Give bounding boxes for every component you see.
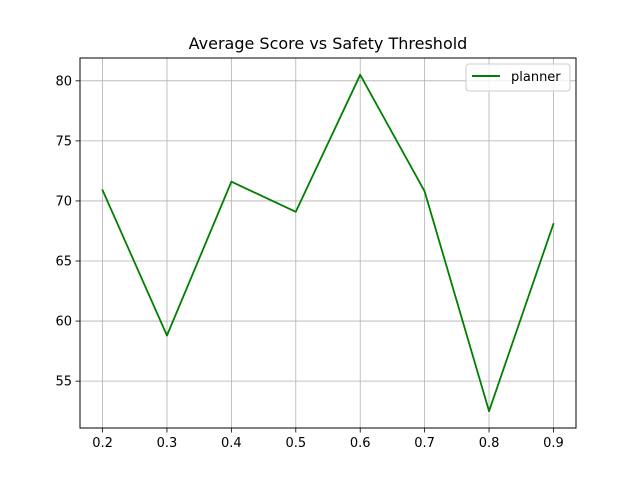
y-tick-label: 65 [55,255,72,270]
x-tick-label: 0.5 [285,436,306,451]
legend-label: planner [511,70,561,85]
data-point [359,73,362,76]
x-tick-label: 0.9 [543,436,564,451]
x-tick-label: 0.6 [350,436,371,451]
data-point [101,189,104,192]
chart-title: Average Score vs Safety Threshold [189,34,468,53]
y-tick-label: 60 [55,315,72,330]
y-axis: 55 60 65 70 75 80 [55,74,80,390]
x-tick-label: 0.3 [157,436,178,451]
y-tick-label: 55 [55,375,72,390]
y-tick-label: 80 [55,74,72,89]
grid [80,58,576,428]
data-point [552,222,555,225]
data-point [230,180,233,183]
x-tick-label: 0.4 [221,436,242,451]
plot-frame [79,57,577,429]
x-tick-label: 0.7 [414,436,435,451]
x-tick-label: 0.2 [92,436,113,451]
series-layer [101,73,555,413]
data-point [166,334,168,337]
y-tick-label: 70 [55,194,72,209]
data-point [423,190,426,193]
x-tick-label: 0.8 [479,436,500,451]
x-axis: 0.2 0.3 0.4 0.5 0.6 0.7 0.8 0.9 [92,428,564,451]
data-point [488,410,490,413]
y-tick-label: 75 [55,134,72,149]
series-line-planner [101,73,555,413]
legend-box [465,63,571,92]
data-point [294,210,297,213]
legend: planner [465,63,571,92]
